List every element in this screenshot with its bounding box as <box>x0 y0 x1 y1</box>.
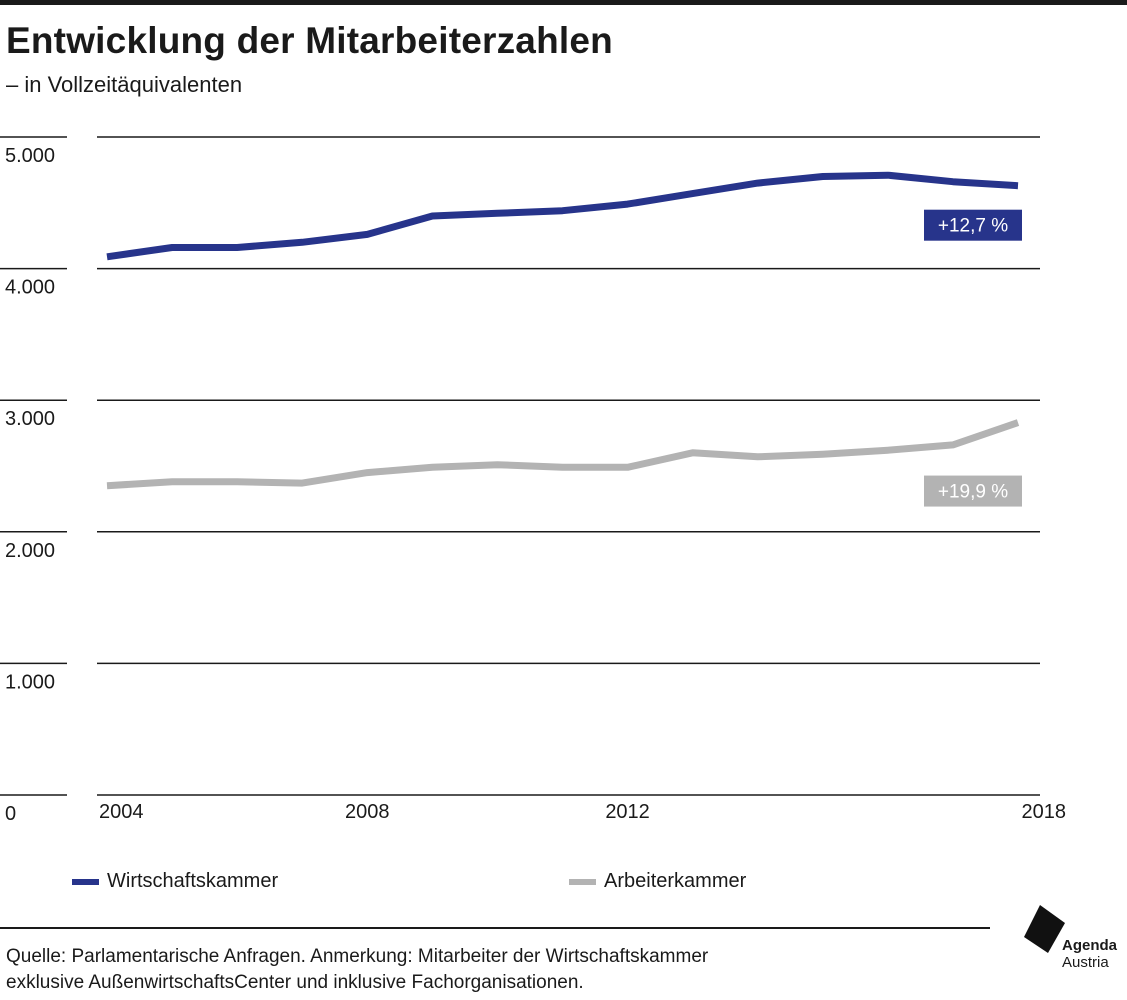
footer-rule <box>0 927 990 929</box>
legend-label-wirtschaftskammer: Wirtschaftskammer <box>107 870 279 892</box>
x-tick-label: 2004 <box>99 801 144 823</box>
x-tick-label: 2012 <box>605 801 650 823</box>
top-rule <box>0 0 1127 5</box>
series-annotation-box <box>924 209 1022 241</box>
series-annotation-box <box>924 475 1022 507</box>
legend-label-arbeiterkammer: Arbeiterkammer <box>604 870 747 892</box>
legend-swatch-arbeiterkammer <box>569 878 596 885</box>
legend-swatch-wirtschaftskammer <box>72 878 99 885</box>
logo-text-austria: Austria <box>1062 954 1109 971</box>
line-chart: 0 1.000 2.000 3.000 4.000 5.000 2004 2008 2012 20… <box>0 136 1067 825</box>
legend-item-arbeiterkammer: Arbeiterkammer <box>569 870 746 893</box>
source-line-1: Quelle: Parlamentarische Anfragen. Anmer… <box>6 946 709 967</box>
y-tick-label: 1.000 <box>5 671 55 693</box>
series-annotation-label: +19,9 % <box>938 482 1008 503</box>
chart-title: Entwicklung der Mitarbeiterzahlen <box>6 20 613 61</box>
x-tick-label: 2018 <box>1022 801 1067 823</box>
y-tick-label: 3.000 <box>5 408 55 430</box>
chart-subtitle: – in Vollzeitäquivalenten <box>6 72 243 97</box>
x-tick-label: 2008 <box>345 801 390 823</box>
source-note: Quelle: Parlamentarische Anfragen. Anmer… <box>6 944 966 996</box>
y-tick-label: 0 <box>5 803 16 825</box>
series-line-arbeiterkammer <box>106 419 1020 490</box>
y-tick-label: 5.000 <box>5 145 55 167</box>
series-line-wirtschaftskammer <box>106 171 1019 261</box>
agenda-austria-logo-icon <box>1024 905 1065 953</box>
legend-item-wirtschaftskammer: Wirtschaftskammer <box>72 870 278 893</box>
series-annotation-label: +12,7 % <box>938 216 1008 237</box>
source-line-2: exklusive AußenwirtschaftsCenter und ink… <box>6 972 584 993</box>
logo-text-agenda: Agenda <box>1062 937 1118 954</box>
y-tick-label: 2.000 <box>5 540 55 562</box>
y-tick-label: 4.000 <box>5 277 55 299</box>
